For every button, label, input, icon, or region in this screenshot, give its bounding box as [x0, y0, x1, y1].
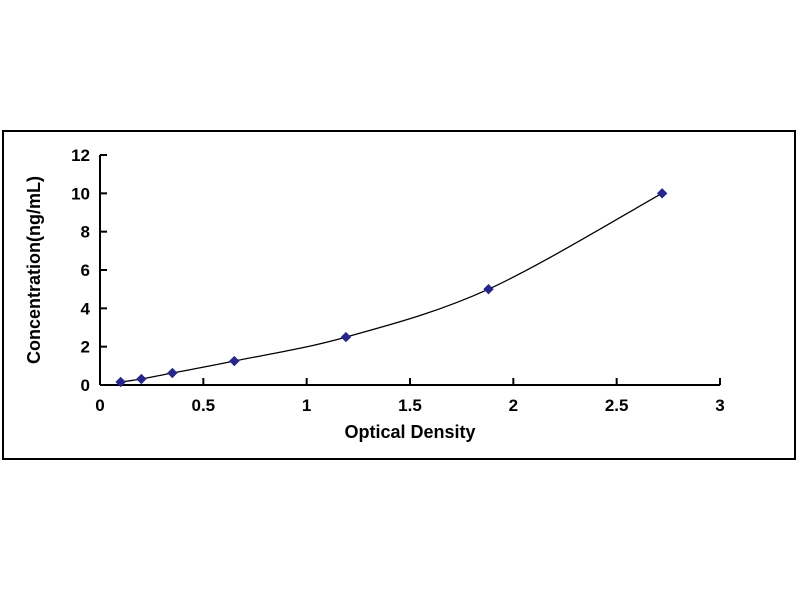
data-point-marker	[656, 188, 668, 199]
y-axis-tick-label: 4	[81, 299, 91, 318]
y-axis-tick-label: 10	[71, 184, 90, 203]
x-axis-tick-label: 1.5	[398, 396, 422, 415]
standard-curve-plot: 0 0.5 1 1.5 2 2.5 3 0 2 4 6 8 10 12 Optical Density C…	[24, 146, 725, 442]
data-point-marker	[167, 367, 178, 379]
y-axis-tick-label: 2	[81, 338, 90, 357]
data-point-marker	[229, 355, 240, 367]
y-axis-tick-label: 6	[81, 261, 90, 280]
x-axis-tick-label: 2	[509, 396, 518, 415]
x-axis-tick-label: 0	[95, 396, 104, 415]
plot-generated-layer: 0 0.5 1 1.5 2 2.5 3 0 2 4 6 8 10 12	[71, 146, 725, 415]
y-axis-title: Concentration(ng/mL)	[24, 176, 44, 364]
y-axis-tick-label: 12	[71, 146, 90, 165]
x-axis-tick-label: 2.5	[605, 396, 629, 415]
data-point-marker	[483, 283, 494, 295]
x-axis-tick-label: 0.5	[192, 396, 216, 415]
standard-curve-chart-panel: 0 0.5 1 1.5 2 2.5 3 0 2 4 6 8 10 12 Optical Density C…	[2, 130, 796, 460]
y-axis-tick-label: 0	[81, 376, 90, 395]
data-point-marker	[136, 373, 147, 385]
x-axis-tick-label: 1	[302, 396, 311, 415]
data-point-marker	[115, 376, 126, 388]
x-axis-tick-label: 3	[715, 396, 724, 415]
curve-line	[120, 192, 663, 383]
y-axis-tick-label: 8	[81, 223, 90, 242]
x-axis-title: Optical Density	[344, 422, 475, 442]
data-point-marker	[340, 331, 352, 343]
